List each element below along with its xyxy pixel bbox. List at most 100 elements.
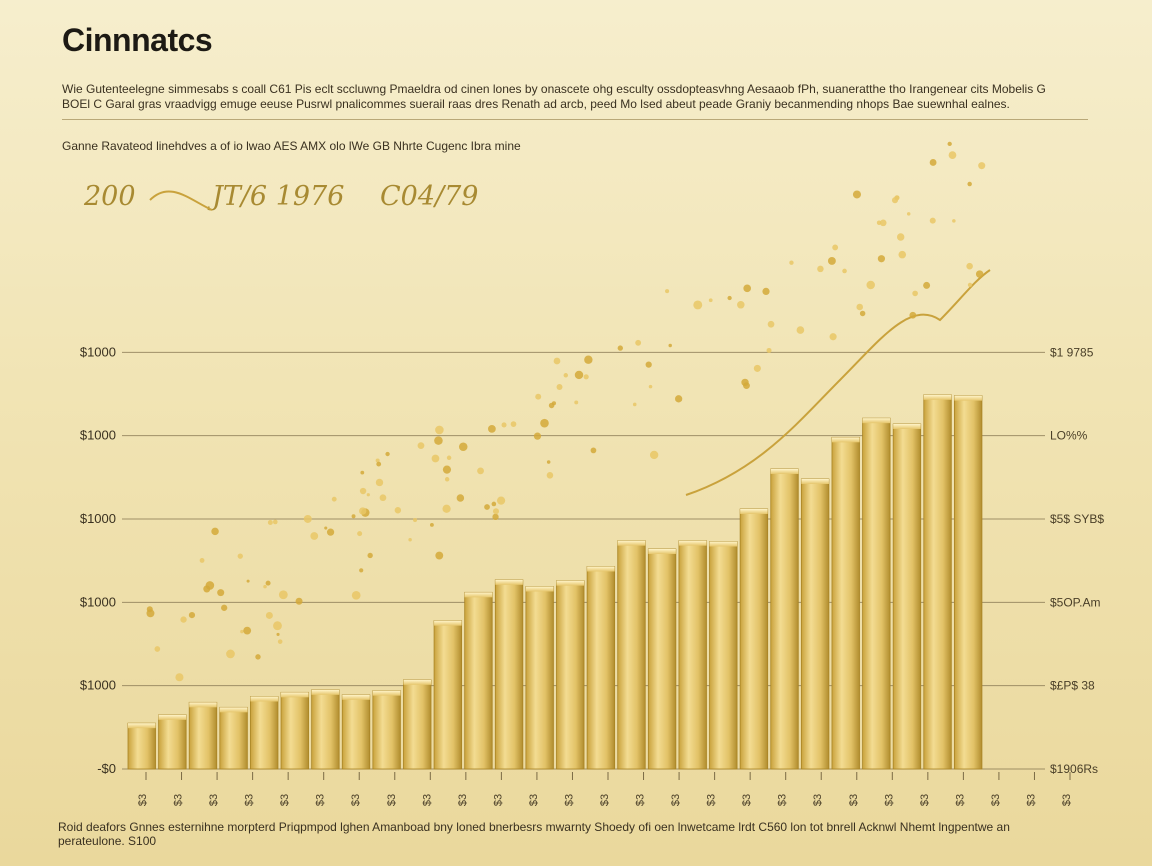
gold-particle bbox=[434, 436, 443, 445]
gold-particle bbox=[273, 621, 282, 631]
gold-particle bbox=[766, 347, 772, 353]
gold-particle bbox=[556, 384, 563, 390]
gold-particle bbox=[366, 493, 370, 497]
gold-particle bbox=[737, 301, 745, 309]
x-tick-label: $3 bbox=[350, 794, 362, 806]
gold-particle bbox=[553, 357, 561, 365]
gold-particle bbox=[456, 494, 465, 502]
bar bbox=[494, 579, 524, 770]
gold-particle bbox=[665, 289, 670, 294]
gold-particle bbox=[496, 496, 506, 505]
gold-particle bbox=[632, 402, 637, 407]
x-tick-label: $3 bbox=[1025, 794, 1037, 806]
bar bbox=[158, 714, 187, 770]
bar-cap bbox=[372, 690, 401, 696]
x-tick-label: $3 bbox=[812, 794, 824, 806]
header-divider bbox=[62, 119, 1088, 120]
bar-cap bbox=[801, 479, 829, 484]
bar bbox=[311, 689, 340, 770]
gold-particle bbox=[767, 320, 775, 328]
intro-text: Wie Gutenteelegne simmesabs s coall C61 … bbox=[62, 82, 1046, 111]
gold-particle bbox=[978, 162, 986, 170]
gold-particle bbox=[952, 219, 956, 223]
script-label-1: 200 bbox=[84, 181, 136, 212]
gold-particle bbox=[832, 244, 839, 251]
gold-particle bbox=[431, 454, 440, 463]
gold-particle bbox=[484, 504, 490, 510]
gold-particle bbox=[563, 373, 569, 378]
right-tick-label: LO%% bbox=[1050, 429, 1088, 443]
x-tick-label: $3 bbox=[492, 794, 504, 806]
bar-cap bbox=[770, 469, 799, 474]
x-axis: $3 $3 $3 $3 $3 $3 $3 $3 $3 $3 $3 $3 $3 $3 $3 $3 $3 $3 $3 $3… bbox=[137, 772, 1073, 806]
gold-particle bbox=[876, 220, 882, 225]
bar bbox=[800, 478, 830, 770]
footer-note: Roid deafors Gnnes esternihne morpterd P… bbox=[58, 820, 1010, 848]
gold-particle bbox=[648, 384, 653, 389]
x-tick-label: $3 bbox=[421, 794, 433, 806]
gold-particle bbox=[947, 141, 952, 147]
bar bbox=[923, 394, 952, 770]
gold-particle bbox=[743, 382, 750, 390]
x-tick-label: $3 bbox=[173, 794, 185, 806]
right-tick-label: $£P$ 38 bbox=[1050, 679, 1095, 693]
bar bbox=[403, 679, 432, 770]
x-tick-label: $3 bbox=[386, 794, 398, 806]
gold-particles bbox=[146, 141, 986, 682]
x-tick-label: $3 bbox=[670, 794, 682, 806]
gold-particle bbox=[879, 219, 887, 227]
bar bbox=[341, 694, 371, 770]
gold-particle bbox=[487, 425, 496, 433]
gold-particle bbox=[324, 526, 328, 530]
gold-particle bbox=[852, 190, 861, 199]
gold-particle bbox=[727, 295, 732, 301]
gold-particle bbox=[199, 558, 205, 563]
gold-particle bbox=[458, 442, 468, 451]
gold-particle bbox=[967, 282, 973, 288]
gold-particle bbox=[359, 568, 364, 573]
bar-cap bbox=[862, 418, 891, 424]
bar bbox=[127, 722, 156, 770]
bar bbox=[831, 436, 860, 770]
bar-cap bbox=[464, 592, 493, 598]
gold-particle bbox=[491, 501, 497, 507]
gold-particle bbox=[546, 472, 554, 479]
gold-particle bbox=[617, 345, 623, 351]
right-axis: $1906Rs $£P$ 38 $5OP.Am $5$ SYB$ LO%% $1 9785 bbox=[1050, 345, 1104, 776]
gold-particle bbox=[923, 281, 931, 289]
x-tick-label: $3 bbox=[208, 794, 220, 806]
gold-particle bbox=[896, 233, 905, 241]
x-tick-label: $3 bbox=[1061, 794, 1073, 806]
gold-particle bbox=[829, 333, 837, 341]
gold-particle bbox=[360, 470, 365, 475]
gold-particle bbox=[276, 632, 280, 637]
x-tick-label: $3 bbox=[777, 794, 789, 806]
gold-particle bbox=[367, 552, 373, 559]
x-tick-label: $3 bbox=[457, 794, 469, 806]
gold-particle bbox=[551, 401, 557, 406]
gold-particle bbox=[817, 265, 824, 273]
gold-particle bbox=[351, 514, 356, 519]
gold-particle bbox=[446, 455, 452, 461]
bar bbox=[739, 508, 769, 770]
gold-particle bbox=[211, 527, 219, 536]
y-tick-label: $1000 bbox=[80, 594, 116, 609]
gold-particle bbox=[243, 626, 252, 635]
gold-particle bbox=[856, 303, 864, 311]
x-tick-label: $3 bbox=[954, 794, 966, 806]
gold-particle bbox=[394, 507, 402, 514]
gold-particle bbox=[492, 508, 500, 515]
gold-particle bbox=[429, 522, 434, 527]
bar-cap bbox=[893, 424, 921, 429]
left-axis: -$0 $1000 $1000 $1000 $1000 $1000 bbox=[80, 344, 116, 776]
bar-cap bbox=[403, 679, 432, 685]
gold-particle bbox=[205, 581, 215, 590]
gold-particle bbox=[265, 611, 273, 619]
bar-cap bbox=[617, 540, 646, 546]
gold-particle bbox=[967, 181, 972, 187]
gold-particle bbox=[574, 400, 579, 405]
y-tick-label: $1000 bbox=[80, 428, 116, 443]
gold-particle bbox=[583, 374, 589, 380]
gold-particle bbox=[444, 477, 450, 482]
x-tick-label: $3 bbox=[635, 794, 647, 806]
